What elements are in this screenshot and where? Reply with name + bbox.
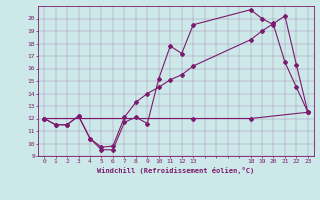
X-axis label: Windchill (Refroidissement éolien,°C): Windchill (Refroidissement éolien,°C) [97,167,255,174]
